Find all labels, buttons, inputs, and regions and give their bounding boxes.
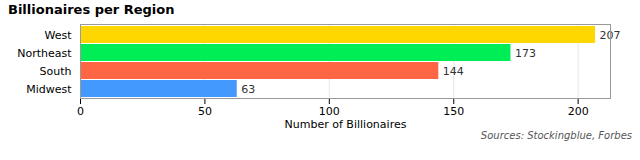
- svg-text:144: 144: [443, 65, 464, 78]
- svg-text:0: 0: [77, 105, 84, 118]
- svg-text:Midwest: Midwest: [26, 83, 72, 96]
- svg-text:West: West: [44, 29, 72, 42]
- svg-text:100: 100: [319, 105, 340, 118]
- svg-text:150: 150: [443, 105, 464, 118]
- svg-text:Number of Billionaires: Number of Billionaires: [285, 118, 407, 131]
- svg-text:50: 50: [198, 105, 212, 118]
- svg-text:63: 63: [241, 83, 255, 96]
- svg-text:173: 173: [515, 47, 536, 60]
- svg-text:207: 207: [599, 28, 621, 42]
- html-text:Sources: Stockingblue, Forbes: Sources: Stockingblue, Forbes: [480, 130, 632, 141]
- html-text:Billionaires per Region: Billionaires per Region: [8, 2, 175, 17]
- svg-text:Northeast: Northeast: [17, 47, 72, 60]
- svg-text:South: South: [40, 65, 72, 78]
- svg-text:200: 200: [568, 105, 589, 118]
